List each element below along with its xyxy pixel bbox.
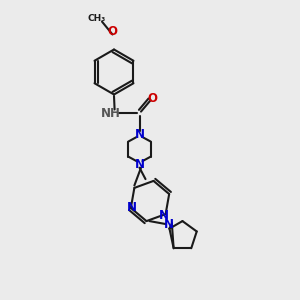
Text: N: N (159, 209, 169, 222)
Text: N: N (134, 158, 145, 171)
Text: O: O (107, 25, 118, 38)
Text: CH₃: CH₃ (88, 14, 106, 23)
Text: O: O (147, 92, 157, 105)
Text: N: N (164, 218, 174, 231)
Text: N: N (126, 202, 136, 214)
Text: NH: NH (101, 106, 121, 120)
Text: N: N (134, 128, 145, 141)
